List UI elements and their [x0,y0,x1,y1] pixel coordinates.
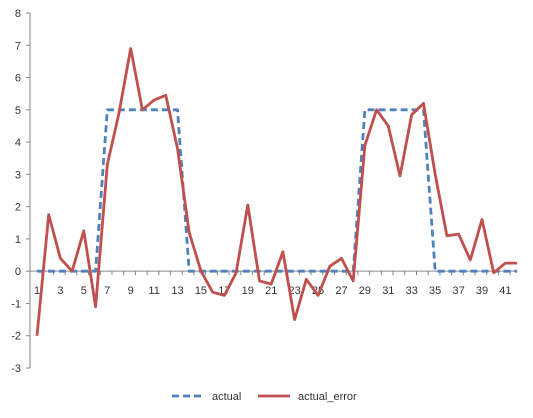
y-tick-label: 0 [15,266,21,278]
x-tick-label: 9 [128,285,134,297]
x-tick-label: 5 [81,285,87,297]
x-tick-label: 27 [335,285,347,297]
y-tick-label: 5 [15,105,21,117]
x-tick-label: 15 [195,285,207,297]
x-tick-label: 35 [429,285,441,297]
x-tick-label: 29 [359,285,371,297]
series-line-actual [37,108,518,273]
x-tick-label: 39 [476,285,488,297]
y-tick-label: 3 [15,169,21,181]
x-tick-label: 37 [452,285,464,297]
x-tick-label: 33 [406,285,418,297]
legend: actual actual_error [172,391,357,403]
x-tick-label: 11 [148,285,159,297]
y-tick-label: -3 [11,363,21,375]
y-tick-label: 1 [15,234,21,246]
x-tick-label: 19 [242,285,254,297]
y-tick-label: -1 [11,298,21,310]
series-line-actual-error [35,47,518,336]
legend-label-actual: actual [212,391,241,403]
x-tick-label: 3 [57,285,63,297]
x-tick-label: 1 [34,285,40,297]
x-tick-label: 31 [382,285,394,297]
y-tick-label: 2 [15,202,21,214]
y-tick-label: 6 [15,73,21,85]
x-tick-label: 41 [499,285,511,297]
x-tick-label: 21 [265,285,277,297]
x-tick-label: 7 [104,285,110,297]
series-lines [35,47,518,336]
y-tick-label: 4 [15,137,21,149]
legend-label-actual-error: actual_error [298,391,357,403]
y-tick-label: 7 [15,40,21,52]
x-tick-label: 13 [171,285,183,297]
y-tick-label: 8 [15,8,21,20]
y-tick-label: -2 [11,331,21,343]
